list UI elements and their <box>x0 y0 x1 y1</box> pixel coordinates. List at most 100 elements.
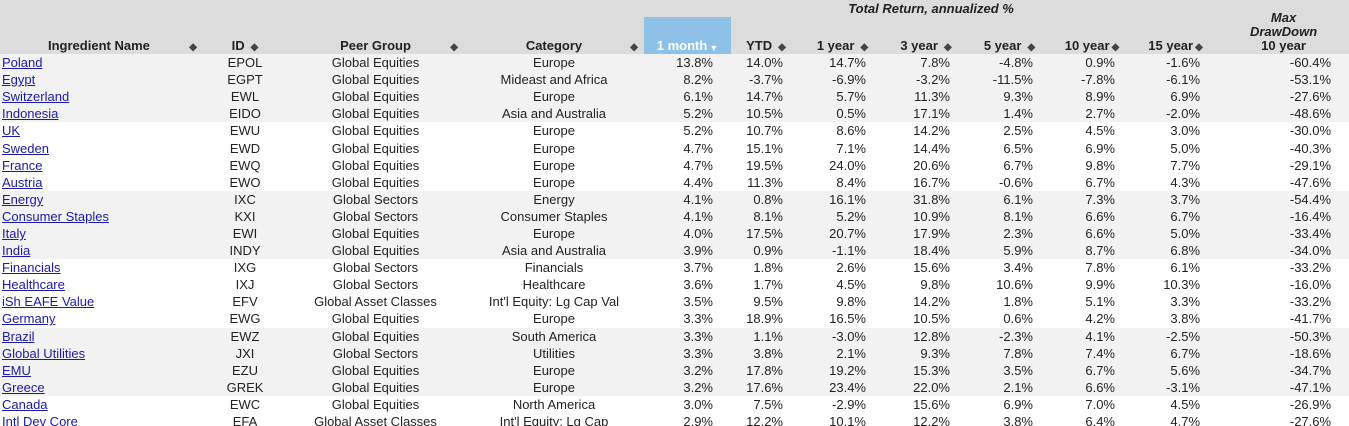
category-cell: Europe <box>533 174 575 190</box>
return-15-year-cell: 6.1% <box>1170 260 1201 276</box>
ingredient-link[interactable]: France <box>2 157 43 173</box>
sort-both-icon[interactable]: ◆ <box>1111 42 1120 53</box>
return-15-year-cell: -3.1% <box>1133 378 1219 396</box>
return-5-year-cell: 6.1% <box>968 190 1051 208</box>
ingredient-name-cell: Greece <box>0 378 203 396</box>
sort-both-icon[interactable]: ◆ <box>943 42 952 53</box>
max-drawdown-line2: DrawDown <box>1249 24 1318 39</box>
ingredient-link[interactable]: Global Utilities <box>2 345 86 361</box>
sort-both-icon[interactable]: ◆ <box>250 42 259 53</box>
ingredient-link[interactable]: Switzerland <box>2 89 70 105</box>
return-ytd-cell: 1.1% <box>731 327 801 345</box>
ingredient-name-cell: Intl Dev Core <box>0 413 203 426</box>
col-header-3-year[interactable]: 3 year ◆ <box>884 17 968 54</box>
return-5-year-cell: -11.5% <box>968 71 1051 89</box>
col-header-id[interactable]: ID ◆ <box>203 17 287 54</box>
table-row: Global Utilities JXI Global Sectors Utiliti… <box>0 344 1349 362</box>
id-cell: JXI <box>203 344 287 362</box>
sort-both-icon[interactable]: ◆ <box>778 42 786 53</box>
return-1-month-cell: 3.2% <box>644 361 731 379</box>
peer-group-cell: Global Equities <box>331 311 420 327</box>
ingredient-link[interactable]: UK <box>2 123 21 139</box>
table-row: Consumer Staples KXI Global Sectors Consume… <box>0 207 1349 225</box>
table-row: Italy EWI Global Equities Europe 4.0% 17.5% 20… <box>0 224 1349 243</box>
return-ytd-cell: 0.9% <box>731 242 801 260</box>
max-drawdown-cell: -27.6% <box>1218 88 1349 106</box>
return-5-year-cell: 6.7% <box>1003 157 1033 173</box>
ingredient-link[interactable]: Financials <box>2 260 61 276</box>
col-header-15-year[interactable]: 15 year ◆ <box>1133 17 1219 54</box>
id-cell: EFV <box>232 294 258 310</box>
max-drawdown-cell: -54.4% <box>1218 190 1349 208</box>
return-ytd-cell: 19.5% <box>746 157 783 173</box>
table-row: Indonesia EIDO Global Equities Asia and Aus… <box>0 105 1349 123</box>
col-header-1-month[interactable]: 1 month ▼ <box>644 17 731 54</box>
col-header-10-year[interactable]: 10 year ◆ <box>1051 17 1133 54</box>
ingredient-link[interactable]: Austria <box>2 174 43 190</box>
return-1-year-cell: 9.8% <box>836 294 866 310</box>
return-1-year-cell: 16.1% <box>801 190 884 208</box>
col-label: 10 year <box>1064 38 1110 53</box>
max-drawdown-header[interactable]: Max DrawDown 10 year <box>1218 0 1349 54</box>
return-1-month-cell: 6.1% <box>644 88 731 106</box>
return-15-year-cell: 3.3% <box>1170 294 1201 310</box>
col-label: 15 year <box>1148 38 1194 53</box>
ingredient-name-cell: Indonesia <box>0 105 203 123</box>
ingredient-link[interactable]: India <box>2 243 31 259</box>
return-3-year-cell: 15.6% <box>913 396 950 412</box>
max-drawdown-cell: -48.6% <box>1218 105 1349 123</box>
col-header-ytd[interactable]: YTD ◆ <box>731 17 801 54</box>
return-10-year-cell: 4.2% <box>1085 311 1115 327</box>
return-1-month-cell: 5.2% <box>644 105 731 123</box>
col-header-ingredient-name[interactable]: Ingredient Name ◆ <box>0 17 203 54</box>
ingredient-link[interactable]: Egypt <box>2 72 36 88</box>
table-row: Egypt EGPT Global Equities Mideast and Afri… <box>0 71 1349 89</box>
return-15-year-cell: -1.6% <box>1133 54 1219 72</box>
return-1-year-cell: 14.7% <box>801 54 884 72</box>
return-5-year-cell: 6.9% <box>1003 396 1033 412</box>
return-ytd-cell: 3.8% <box>731 344 801 362</box>
return-1-year-cell: 10.1% <box>829 414 866 426</box>
sort-both-icon[interactable]: ◆ <box>630 42 638 53</box>
sort-both-icon[interactable]: ◆ <box>860 42 869 53</box>
ingredient-link[interactable]: Intl Dev Core <box>2 414 78 426</box>
return-15-year-cell: 5.0% <box>1133 224 1219 243</box>
ingredient-link[interactable]: Healthcare <box>2 277 65 293</box>
max-drawdown-cell: -27.6% <box>1289 414 1332 426</box>
return-3-year-cell: 12.2% <box>913 414 950 426</box>
max-drawdown-cell: -34.7% <box>1218 361 1349 379</box>
sort-both-icon[interactable]: ◆ <box>1027 42 1036 53</box>
ingredient-link[interactable]: Greece <box>2 379 45 395</box>
sort-both-icon[interactable]: ◆ <box>450 42 458 53</box>
ingredient-link[interactable]: Indonesia <box>2 106 59 122</box>
sort-both-icon[interactable]: ◆ <box>1195 42 1203 53</box>
ingredient-name-cell: Consumer Staples <box>0 207 203 225</box>
table-row: Brazil EWZ Global Equities South America 3.3… <box>0 327 1349 345</box>
ingredient-link[interactable]: EMU <box>2 362 31 378</box>
return-1-month-cell: 4.7% <box>683 140 713 156</box>
ingredient-link[interactable]: Brazil <box>2 328 35 344</box>
ingredient-link[interactable]: iSh EAFE Value <box>2 294 95 310</box>
ingredient-link[interactable]: Italy <box>2 225 26 241</box>
return-ytd-cell: 1.8% <box>753 260 783 276</box>
col-header-peer-group[interactable]: Peer Group ◆ <box>287 17 464 54</box>
col-header-category[interactable]: Category ◆ <box>464 17 644 54</box>
sort-desc-icon[interactable]: ▼ <box>709 43 719 53</box>
col-header-1-year[interactable]: 1 year ◆ <box>801 17 884 54</box>
ingredient-link[interactable]: Sweden <box>2 140 49 156</box>
ingredient-link[interactable]: Consumer Staples <box>2 208 109 224</box>
table-row: France EWQ Global Equities Europe 4.7% 19.5% 2… <box>0 157 1349 174</box>
ingredient-link[interactable]: Energy <box>2 191 44 207</box>
ingredient-link[interactable]: Canada <box>2 396 48 412</box>
return-1-month-cell: 2.9% <box>683 414 713 426</box>
table-body: Poland EPOL Global Equities Europe 13.8% 14.0… <box>0 54 1349 426</box>
max-drawdown-cell: -53.1% <box>1218 71 1349 89</box>
ingredient-link[interactable]: Germany <box>2 311 56 327</box>
peer-group-cell: Global Equities <box>287 71 464 89</box>
max-drawdown-line3: 10 year <box>1261 38 1306 53</box>
return-10-year-cell: 6.7% <box>1051 361 1133 379</box>
ingredient-link[interactable]: Poland <box>2 55 43 71</box>
col-header-5-year[interactable]: 5 year ◆ <box>968 17 1051 54</box>
sort-both-icon[interactable]: ◆ <box>189 42 197 53</box>
return-5-year-cell: 1.8% <box>1003 294 1033 310</box>
